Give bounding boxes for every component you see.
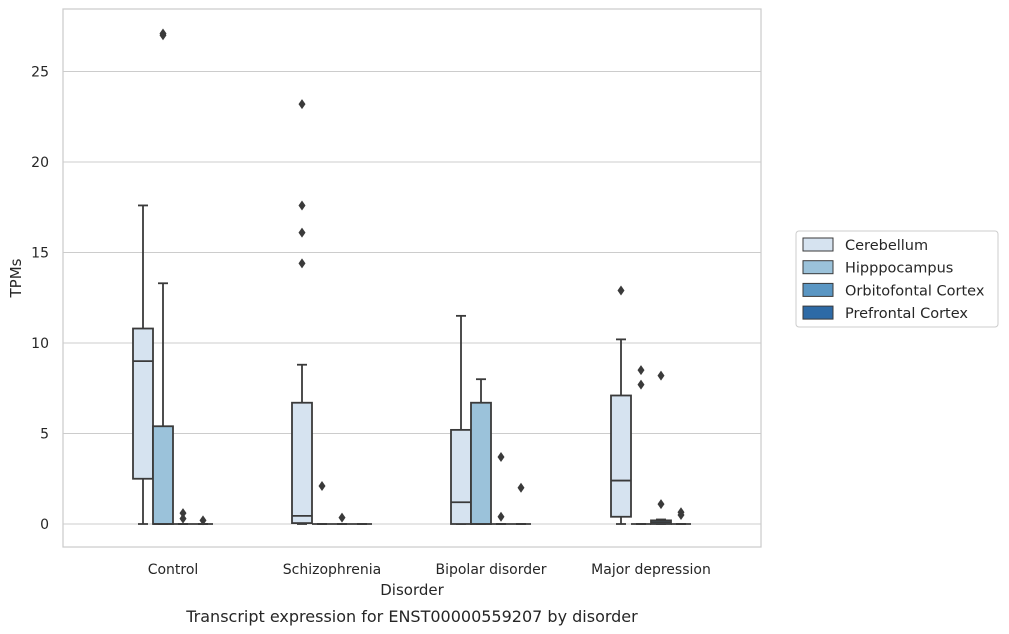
legend-swatch bbox=[802, 260, 834, 275]
outlier-point bbox=[318, 480, 326, 491]
box-prefrontal-cortex bbox=[511, 482, 531, 525]
legend-swatch bbox=[802, 282, 834, 297]
outlier-point bbox=[657, 370, 665, 381]
legend-label: Orbitofontal Cortex bbox=[845, 283, 985, 299]
x-tick-label: Schizophrenia bbox=[283, 562, 381, 578]
outlier-point bbox=[159, 28, 167, 39]
y-tick-label: 0 bbox=[40, 517, 49, 533]
legend-frame bbox=[795, 230, 999, 328]
box-cerebellum bbox=[132, 204, 154, 525]
box-hipppocampus bbox=[152, 28, 174, 525]
box-body bbox=[610, 394, 632, 518]
y-tick-label: 10 bbox=[31, 336, 49, 352]
outlier-point bbox=[617, 285, 625, 296]
outlier-point bbox=[298, 99, 306, 110]
box-body bbox=[132, 327, 154, 480]
outlier-point bbox=[657, 499, 665, 510]
box-hipppocampus bbox=[470, 378, 492, 525]
box-plot-area bbox=[132, 28, 691, 526]
x-axis-ticks: Control Schizophrenia Bipolar disorder Majo… bbox=[148, 562, 711, 578]
y-tick-label: 15 bbox=[31, 246, 49, 262]
y-axis-label: TPMs bbox=[7, 258, 25, 298]
outlier-point bbox=[179, 508, 187, 519]
x-tick-label: Control bbox=[148, 562, 199, 578]
box-orbitofontal-cortex bbox=[332, 512, 352, 525]
plot-frame bbox=[62, 8, 762, 548]
outlier-point bbox=[298, 258, 306, 269]
legend-label: Hipppocampus bbox=[845, 261, 953, 277]
box-body bbox=[152, 425, 174, 525]
outlier-point bbox=[637, 365, 645, 376]
box-hipppocampus bbox=[631, 365, 651, 525]
box-hipppocampus bbox=[312, 480, 332, 525]
box-orbitofontal-cortex bbox=[650, 370, 672, 525]
outlier-point bbox=[338, 512, 346, 523]
legend-swatch bbox=[802, 305, 834, 320]
outlier-point bbox=[298, 227, 306, 238]
outlier-point bbox=[677, 509, 685, 520]
box-orbitofontal-cortex bbox=[491, 452, 511, 525]
y-axis-ticks: 0 5 10 15 20 25 bbox=[31, 65, 49, 534]
box-body bbox=[450, 428, 472, 525]
outlier-point bbox=[298, 200, 306, 211]
legend-swatch bbox=[802, 237, 834, 252]
y-tick-label: 25 bbox=[31, 65, 49, 81]
outlier-point bbox=[199, 515, 207, 526]
box-orbitofontal-cortex bbox=[173, 508, 193, 525]
box-body bbox=[291, 401, 313, 524]
y-tick-label: 5 bbox=[40, 427, 49, 443]
outlier-point bbox=[517, 482, 525, 493]
chart-caption: Transcript expression for ENST0000055920… bbox=[185, 607, 638, 626]
box-cerebellum bbox=[610, 285, 632, 525]
box-cerebellum bbox=[291, 99, 313, 525]
x-axis-label: Disorder bbox=[380, 581, 444, 599]
legend-label: Prefrontal Cortex bbox=[845, 306, 968, 322]
box-prefrontal-cortex bbox=[671, 507, 691, 525]
box-cerebellum bbox=[450, 314, 472, 525]
outlier-point bbox=[497, 452, 505, 463]
outlier-point bbox=[637, 379, 645, 390]
legend: Cerebellum Hipppocampus Orbitofontal Corte… bbox=[795, 230, 999, 328]
x-tick-label: Major depression bbox=[591, 562, 711, 578]
box-body bbox=[470, 401, 492, 525]
outlier-point bbox=[497, 511, 505, 522]
box-prefrontal-cortex bbox=[193, 515, 213, 526]
x-tick-label: Bipolar disorder bbox=[435, 562, 546, 578]
legend-label: Cerebellum bbox=[845, 238, 928, 254]
y-tick-label: 20 bbox=[31, 155, 49, 171]
outlier-point bbox=[179, 513, 187, 524]
